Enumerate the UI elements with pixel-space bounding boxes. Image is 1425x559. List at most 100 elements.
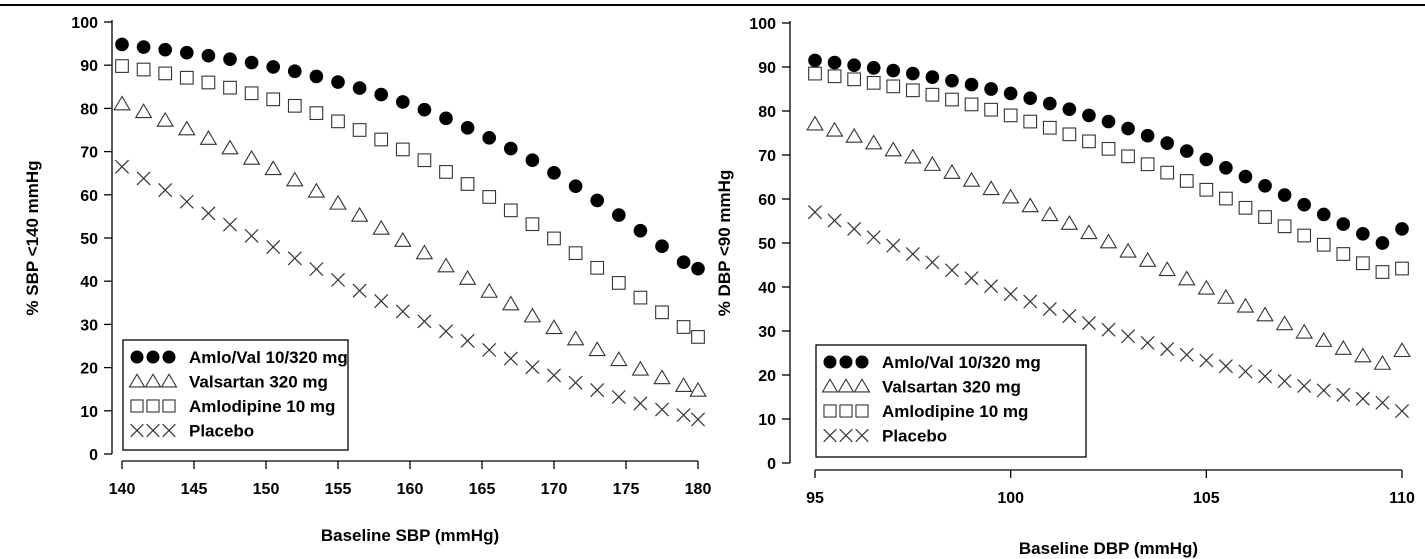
- y-axis-label: % SBP <140 mmHg: [23, 160, 42, 315]
- data-point: [503, 141, 518, 156]
- data-point: [982, 180, 1000, 196]
- top-rule: [0, 4, 1425, 6]
- data-point: [309, 69, 324, 84]
- data-point: [1394, 404, 1410, 419]
- x-tick-label: 170: [541, 481, 568, 498]
- data-point: [568, 246, 583, 260]
- y-tick-label: 60: [758, 192, 776, 209]
- legend-marker: [130, 399, 144, 413]
- data-point: [1060, 214, 1079, 230]
- data-point: [1375, 236, 1390, 250]
- data-point: [1023, 91, 1038, 106]
- legend-marker: [162, 423, 176, 438]
- data-point: [1023, 294, 1038, 309]
- data-point: [1177, 270, 1196, 286]
- data-point: [1314, 332, 1333, 347]
- data-point: [984, 102, 998, 117]
- data-point: [1140, 128, 1155, 143]
- data-point: [266, 92, 281, 107]
- legend-marker: [160, 373, 178, 388]
- data-point: [201, 48, 216, 63]
- series-2-sbp: [115, 59, 705, 344]
- data-point: [690, 412, 706, 427]
- y-tick-label: 80: [80, 101, 98, 118]
- x-tick-label: 145: [181, 481, 208, 498]
- data-point: [1001, 188, 1020, 204]
- data-point: [866, 61, 881, 75]
- data-point: [866, 230, 881, 245]
- data-point: [242, 149, 261, 165]
- data-point: [115, 37, 129, 52]
- legend-marker: [839, 404, 853, 418]
- data-point: [287, 98, 302, 113]
- data-point: [631, 360, 650, 376]
- y-tick-label: 40: [758, 280, 776, 297]
- data-point: [847, 72, 862, 87]
- data-point: [1101, 141, 1116, 156]
- data-point: [825, 121, 844, 137]
- data-point: [655, 239, 669, 254]
- data-point: [307, 182, 326, 198]
- y-tick-label: 50: [80, 231, 98, 248]
- data-point: [827, 55, 842, 70]
- x-tick-label: 165: [469, 481, 496, 498]
- data-point: [1219, 191, 1233, 206]
- data-point: [1258, 210, 1272, 224]
- legend-marker: [839, 428, 853, 443]
- data-point: [136, 62, 151, 77]
- data-point: [1062, 127, 1077, 142]
- data-point: [352, 283, 367, 298]
- legend-label: Placebo: [882, 427, 947, 446]
- y-tick-label: 30: [80, 317, 98, 334]
- data-point: [590, 383, 605, 398]
- x-tick-label: 140: [109, 481, 136, 498]
- x-tick-label: 150: [253, 481, 280, 498]
- data-point: [1160, 342, 1175, 357]
- legend-marker: [144, 373, 162, 388]
- data-point: [1277, 219, 1292, 234]
- data-point: [886, 238, 901, 253]
- data-point: [866, 75, 881, 90]
- legend-marker: [823, 404, 837, 418]
- data-point: [1082, 108, 1096, 123]
- legend-marker: [162, 399, 176, 413]
- data-point: [309, 262, 324, 277]
- data-point: [158, 183, 173, 198]
- x-axis-label: Baseline DBP (mmHg): [1019, 539, 1198, 558]
- data-point: [1119, 242, 1137, 258]
- data-point: [1121, 121, 1135, 136]
- data-point: [179, 45, 194, 60]
- data-point: [201, 206, 216, 221]
- legend: Amlo/Val 10/320 mg Valsartan 320 mg Amlodi…: [815, 344, 1087, 458]
- data-point: [1042, 96, 1057, 111]
- data-point: [525, 217, 540, 232]
- legend-marker: [130, 350, 144, 364]
- data-point: [1160, 136, 1175, 150]
- data-point: [1138, 251, 1157, 267]
- y-tick-label: 50: [758, 236, 776, 253]
- legend-label: Amlo/Val 10/320 mg: [189, 348, 348, 367]
- data-point: [395, 142, 410, 157]
- data-point: [350, 206, 369, 222]
- data-point: [611, 389, 626, 405]
- data-point: [1258, 178, 1272, 193]
- data-point: [1355, 256, 1370, 271]
- data-point: [566, 330, 585, 346]
- data-point: [1316, 383, 1331, 398]
- data-point: [807, 205, 823, 220]
- data-point: [223, 80, 237, 95]
- data-point: [1236, 297, 1255, 313]
- legend-marker: [146, 350, 160, 364]
- data-point: [415, 244, 434, 260]
- data-point: [460, 121, 475, 135]
- data-point: [1217, 288, 1235, 304]
- data-point: [546, 368, 562, 383]
- legend-marker: [823, 428, 837, 443]
- y-tick-label: 0: [89, 447, 98, 464]
- legend: Amlo/Val 10/320 mg Valsartan 320 mg Amlodi…: [122, 339, 349, 451]
- data-point: [905, 246, 920, 262]
- data-point: [480, 282, 499, 298]
- data-point: [177, 120, 196, 136]
- data-point: [525, 360, 540, 375]
- legend-marker: [146, 399, 160, 413]
